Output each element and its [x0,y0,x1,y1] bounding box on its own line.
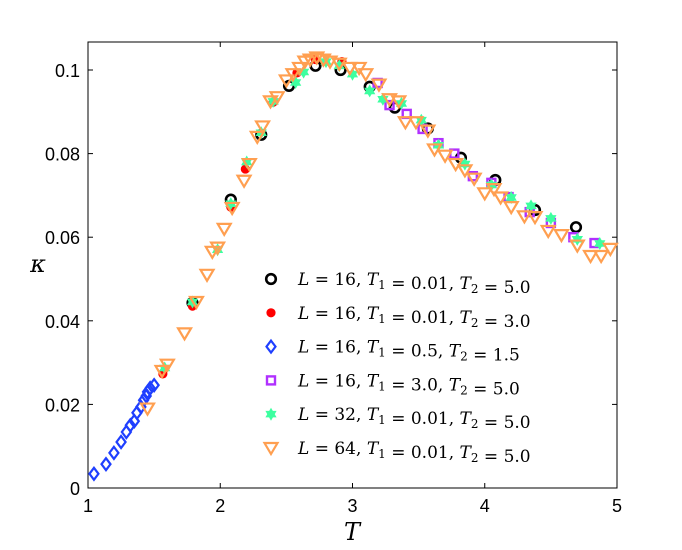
x-tick-label: 2 [215,496,225,516]
data-point [364,84,376,98]
data-point [100,456,112,473]
data-point [115,434,127,450]
data-point [223,201,241,217]
legend-label: L = 16, T1 = 0.5, T2 = 1.5 [297,338,520,366]
data-point [515,210,533,225]
data-point [582,249,599,265]
legend-entry: L = 64, T1 = 0.01, T2 = 5.0 [262,439,531,467]
legend-entry: L = 16, T1 = 0.01, T2 = 5.0 [264,270,531,298]
data-point [505,191,517,204]
data-point [357,68,375,83]
data-point [321,55,339,70]
data-point [502,201,520,216]
data-point [153,364,171,380]
data-point [539,224,557,240]
data-point [592,249,610,265]
data-point [215,222,233,238]
data-point [144,380,157,396]
legend-label: L = 16, T1 = 3.0, T2 = 5.0 [297,371,520,399]
data-point [492,191,510,206]
legend-label: L = 16, T1 = 0.01, T2 = 3.0 [297,304,531,332]
data-point [330,57,348,72]
data-point [277,74,295,89]
legend-marker [265,338,277,355]
legend-entry: L = 16, T1 = 0.01, T2 = 3.0 [266,304,531,332]
data-point [284,68,302,83]
data-point [384,99,395,111]
y-tick-label: 0.08 [45,145,80,165]
data-point [124,417,137,434]
legend-label: L = 32, T1 = 0.01, T2 = 5.0 [297,405,531,433]
data-point [248,130,266,146]
plot-area [87,41,618,489]
data-point [158,358,176,373]
data-point [176,327,193,342]
data-point [526,211,544,226]
data-point [569,221,583,234]
data-point [139,402,156,417]
data-point [465,172,483,187]
data-point [108,445,120,461]
data-point [525,199,537,213]
x-tick-label: 5 [612,496,622,516]
y-tick-label: 0.1 [55,61,80,81]
legend-marker [265,407,277,421]
data-point [148,377,160,394]
data-point [262,95,279,110]
data-point [396,116,414,131]
series-3 [88,377,160,482]
data-point [209,241,227,256]
data-point [381,93,398,108]
legend-entry: L = 32, T1 = 0.01, T2 = 5.0 [265,405,531,433]
x-axis-label: T [344,518,362,546]
legend-marker [265,375,277,386]
data-point [88,465,100,482]
y-tick-label: 0.02 [45,395,80,415]
legend: L = 16, T1 = 0.01, T2 = 5.0 L = 16, T1 = … [262,270,531,467]
data-point [268,91,286,106]
x-tick-label: 4 [480,496,490,516]
legend-label: L = 64, T1 = 0.01, T2 = 5.0 [297,439,531,467]
y-tick-label: 0.04 [45,312,80,332]
y-tick-label: 0 [70,479,80,499]
data-point [240,157,258,173]
x-tick-label: 3 [347,496,357,516]
legend-marker [262,441,280,457]
data-point [553,229,570,244]
data-point [188,295,205,311]
data-point [594,237,606,250]
data-point [476,187,494,202]
data-point [254,120,271,135]
legend-label: L = 16, T1 = 0.01, T2 = 5.0 [297,270,531,298]
data-point [436,149,454,164]
legend-entry: L = 16, T1 = 0.5, T2 = 1.5 [265,338,520,366]
data-point [545,211,557,225]
data-point [370,78,388,93]
x-tick-label: 1 [83,496,93,516]
legend-marker [264,272,278,286]
legend-marker [266,308,276,318]
data-point [407,116,425,131]
data-point [419,124,437,139]
data-point [301,53,319,68]
y-tick-label: 0.06 [45,228,80,248]
data-point [198,268,216,283]
data-point [601,242,619,258]
data-point [390,95,408,110]
data-point [141,384,154,400]
y-axis-label: κ [29,250,46,278]
data-point [235,174,253,189]
legend-entry: L = 16, T1 = 3.0, T2 = 5.0 [265,371,520,399]
data-point [341,61,359,77]
series-6 [139,51,619,417]
data-point [456,164,474,179]
data-point [485,183,503,198]
data-point [568,239,586,254]
data-point [291,61,309,77]
